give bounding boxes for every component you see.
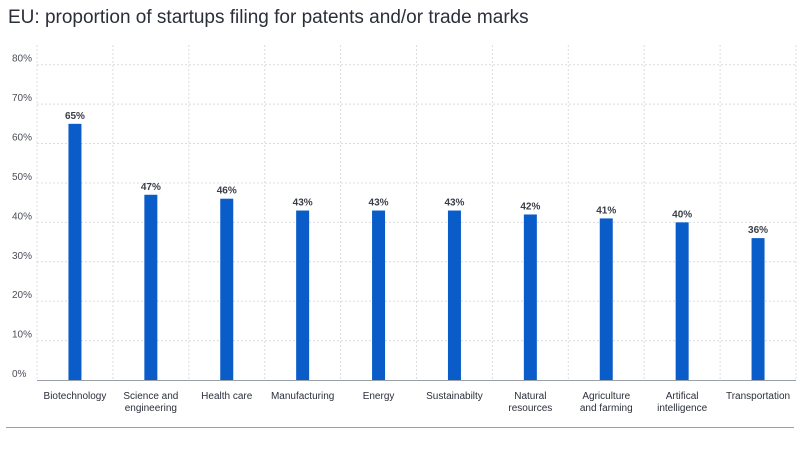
bar	[599, 218, 613, 380]
x-tick-label: Natural resources	[508, 391, 552, 414]
data-label: 43%	[369, 198, 389, 209]
bar	[751, 238, 765, 380]
bottom-divider	[6, 427, 794, 428]
bar	[675, 222, 689, 380]
y-tick-label: 40%	[12, 211, 32, 222]
bar	[372, 210, 386, 380]
y-tick-label: 0%	[12, 369, 27, 380]
data-label: 41%	[596, 205, 616, 216]
bar	[144, 194, 158, 380]
y-tick-label: 30%	[12, 251, 32, 262]
x-tick-label: Manufacturing	[271, 391, 334, 402]
data-label: 46%	[217, 186, 237, 197]
data-label: 65%	[65, 111, 85, 122]
x-tick-label: Transportation	[726, 391, 790, 402]
y-tick-label: 50%	[12, 172, 32, 183]
y-tick-label: 70%	[12, 93, 32, 104]
y-tick-label: 60%	[12, 133, 32, 144]
chart-title: EU: proportion of startups filing for pa…	[8, 7, 529, 28]
x-tick-label: Agriculture and farming	[580, 391, 633, 414]
x-tick-label: Science and engineering	[123, 391, 178, 414]
data-label: 43%	[293, 198, 313, 209]
data-labels: 65% 47% 46% 43% 43% 43% 42% 41% 40% 36%	[65, 111, 768, 236]
bar	[68, 123, 82, 380]
data-label: 42%	[520, 201, 540, 212]
y-tick-label: 80%	[12, 54, 32, 65]
y-tick-label: 20%	[12, 290, 32, 301]
y-axis-ticks: 0% 10% 20% 30% 40% 50% 60% 70% 80%	[12, 54, 32, 380]
data-label: 40%	[672, 209, 692, 220]
y-tick-label: 10%	[12, 330, 32, 341]
bar	[296, 210, 310, 380]
x-tick-label: Artifical intelligence	[657, 391, 707, 414]
grid-lines	[36, 45, 797, 380]
x-tick-label: Sustainabilty	[426, 391, 483, 402]
x-axis-ticks: Biotechnology Science and engineering Healt…	[44, 391, 791, 414]
bar	[220, 198, 234, 380]
x-tick-label: Health care	[201, 391, 253, 402]
data-label: 36%	[748, 225, 768, 236]
bars	[68, 123, 765, 380]
bar	[447, 210, 461, 380]
x-tick-label: Energy	[363, 391, 395, 402]
data-label: 47%	[141, 182, 161, 193]
x-tick-label: Biotechnology	[44, 391, 107, 402]
data-label: 43%	[444, 198, 464, 209]
bar	[523, 214, 537, 380]
